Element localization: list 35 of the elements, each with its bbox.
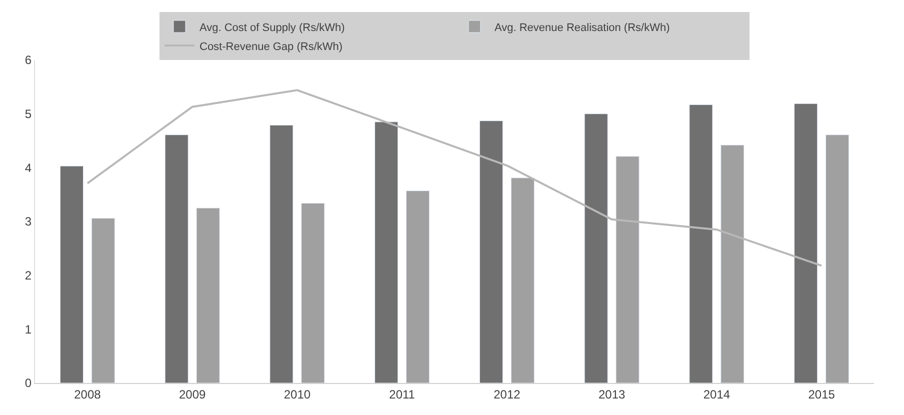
bar: [196, 208, 220, 383]
x-tick-label: 2010: [284, 387, 311, 402]
bar: [826, 134, 850, 383]
bar: [60, 166, 84, 383]
bar: [270, 124, 294, 383]
y-tick-label: 6: [24, 53, 32, 68]
bar: [584, 114, 608, 383]
bar: [794, 103, 818, 383]
legend-label: Avg. Revenue Realisation (Rs/kWh): [494, 22, 670, 34]
y-tick-label: 2: [24, 268, 32, 283]
x-tick-label: 2008: [74, 387, 102, 402]
legend-label: Cost-Revenue Gap (Rs/kWh): [200, 40, 343, 53]
bar: [164, 134, 188, 383]
bar: [301, 202, 325, 383]
x-tick-label: 2013: [598, 387, 626, 402]
x-tick-label: 2011: [389, 387, 416, 402]
bar: [720, 144, 744, 383]
x-tick-label: 2014: [703, 387, 730, 402]
bar: [510, 178, 534, 383]
y-tick-label: 3: [24, 214, 32, 229]
x-tick-label: 2009: [178, 387, 206, 402]
bar: [479, 120, 503, 383]
x-tick-label: 2012: [494, 387, 521, 402]
y-tick-label: 5: [24, 107, 32, 122]
y-tick-label: 0: [24, 376, 32, 390]
bar: [616, 156, 640, 383]
bar: [91, 218, 115, 383]
bar: [374, 122, 398, 383]
x-tick-label: 2015: [808, 387, 836, 402]
line-series: [86, 89, 823, 267]
bar: [406, 190, 430, 383]
legend-label: Avg. Cost of Supply (Rs/kWh): [200, 22, 345, 34]
y-tick-label: 4: [24, 160, 32, 175]
bar: [689, 104, 713, 383]
y-tick-label: 1: [24, 322, 32, 336]
